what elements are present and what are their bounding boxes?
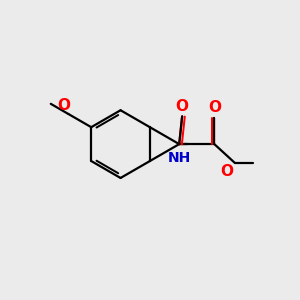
Text: O: O [208,100,221,115]
Text: O: O [57,98,70,112]
Text: O: O [176,99,189,114]
Text: O: O [220,164,233,179]
Text: NH: NH [168,152,191,166]
